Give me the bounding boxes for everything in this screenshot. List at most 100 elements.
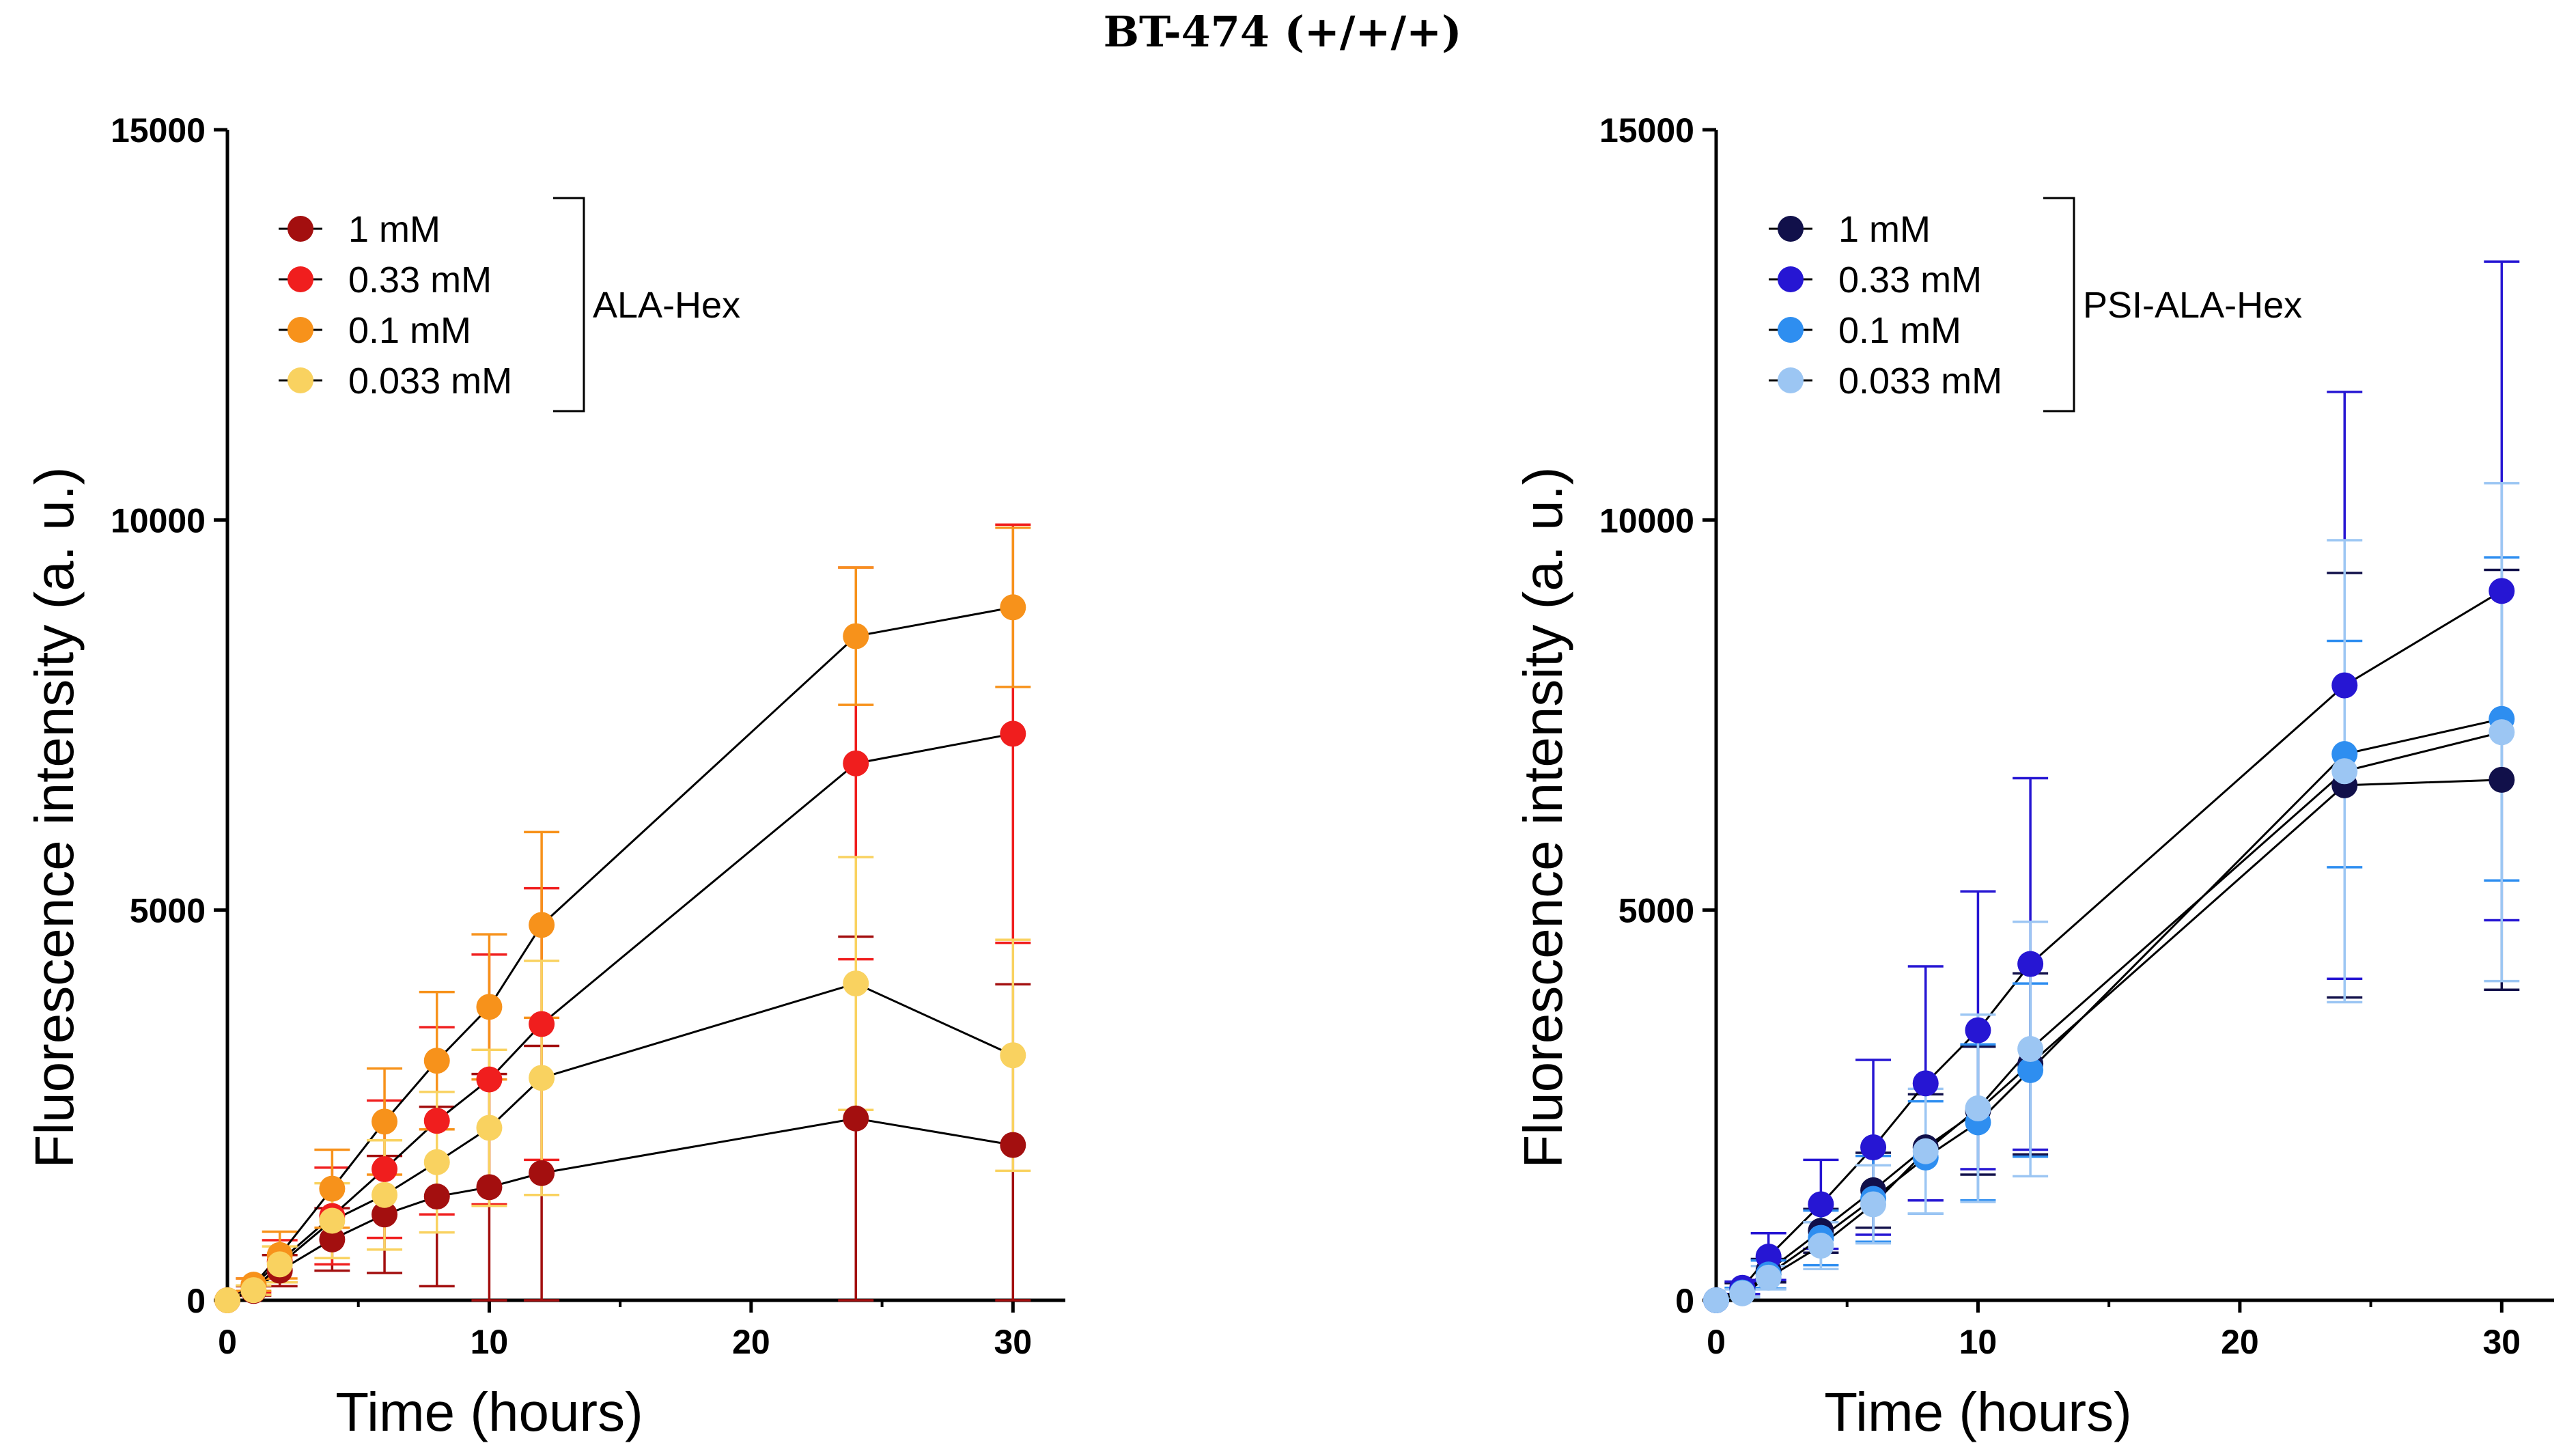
data-point <box>1000 1042 1026 1069</box>
data-point <box>1000 1132 1026 1158</box>
y-tick-label: 5000 <box>130 892 206 930</box>
series-line <box>227 982 1013 1302</box>
series-1 <box>1715 568 2520 1302</box>
data-point <box>2331 672 2358 699</box>
legend-marker <box>1778 367 1804 393</box>
series-1 <box>227 935 1031 1302</box>
data-point <box>372 1108 398 1135</box>
x-tick-label: 10 <box>1959 1323 1998 1361</box>
legend-marker <box>1778 266 1804 292</box>
data-point <box>2017 1036 2044 1063</box>
x-tick-label: 0 <box>1707 1323 1726 1361</box>
y-tick-label: 15000 <box>111 111 206 150</box>
data-point <box>2489 719 2515 746</box>
figure-title: BT-474 (+/+/+) <box>1103 7 1462 57</box>
series-4-markers <box>1703 719 2515 1313</box>
data-point <box>529 1065 555 1091</box>
series-3 <box>1715 556 2520 1302</box>
legend: 1 mM 0.33 mM 0.1 mM 0.033 mM ALA-Hex <box>279 197 740 412</box>
data-point <box>1703 1287 1729 1313</box>
legend-bracket <box>2043 197 2075 412</box>
x-axis-label: Time (hours) <box>335 1382 643 1442</box>
legend-marker <box>288 317 313 343</box>
y-tick-label: 5000 <box>1618 892 1694 930</box>
data-point <box>2017 951 2044 977</box>
legend-marker <box>288 266 313 292</box>
series-4 <box>1715 481 2520 1302</box>
data-point <box>319 1226 346 1252</box>
data-point <box>372 1156 398 1183</box>
y-axis-label: Fluorescence intensity (a. u.) <box>24 466 85 1168</box>
y-tick-label: 0 <box>1675 1282 1694 1320</box>
legend-label: 1 mM <box>1838 209 1931 250</box>
series-2 <box>1715 260 2520 1302</box>
legend-group-label: ALA-Hex <box>593 285 740 326</box>
series-4-markers <box>214 970 1026 1313</box>
series-2-markers <box>1703 578 2515 1313</box>
x-tick-label: 30 <box>994 1323 1033 1361</box>
series-line <box>227 606 1013 1302</box>
chart-panel-2: 0 10 20 30 0 5000 10000 15000 Time (hours) Fluore… <box>1513 111 2554 1442</box>
y-tick-label: 0 <box>186 1282 206 1320</box>
legend-label: 1 mM <box>348 209 440 250</box>
x-tick-label: 20 <box>732 1323 770 1361</box>
data-point <box>1729 1280 1756 1306</box>
data-point <box>2489 766 2515 793</box>
x-tick-label: 10 <box>471 1323 509 1361</box>
data-point <box>843 623 869 649</box>
data-point <box>1965 1095 1991 1121</box>
series-line <box>227 1117 1013 1302</box>
data-point <box>214 1287 240 1313</box>
data-point <box>372 1181 398 1208</box>
data-point <box>1000 720 1026 747</box>
data-point <box>319 1175 346 1202</box>
legend-label: 0.1 mM <box>348 310 471 351</box>
data-point <box>843 1105 869 1132</box>
data-point <box>476 994 503 1020</box>
data-point <box>529 912 555 938</box>
data-point <box>476 1066 503 1093</box>
data-point <box>1808 1233 1834 1259</box>
data-point <box>1860 1191 1887 1218</box>
x-tick-label: 20 <box>2221 1323 2259 1361</box>
data-point <box>476 1115 503 1141</box>
series-line <box>1715 718 2502 1302</box>
data-point <box>1912 1070 1939 1097</box>
data-point <box>423 1184 450 1210</box>
series-line <box>227 732 1013 1302</box>
legend-marker <box>1778 216 1804 242</box>
data-point <box>529 1160 555 1186</box>
data-point <box>240 1277 267 1304</box>
legend-label: 0.033 mM <box>1838 361 2002 402</box>
y-tick-label: 15000 <box>1599 111 1694 150</box>
legend-marker <box>1778 317 1804 343</box>
legend-label: 0.33 mM <box>348 260 492 300</box>
data-point <box>1808 1191 1834 1218</box>
data-point <box>1755 1244 1782 1270</box>
x-tick-label: 30 <box>2483 1323 2521 1361</box>
legend-label: 0.1 mM <box>1838 310 1961 351</box>
x-tick-label: 0 <box>218 1323 237 1361</box>
y-axis-label: Fluorescence intensity (a. u.) <box>1513 466 1573 1168</box>
legend-bracket <box>553 197 585 412</box>
data-point <box>1912 1138 1939 1164</box>
series-line <box>1715 731 2502 1302</box>
chart-panel-1: 0 10 20 30 0 5000 10000 15000 Time (hours) Fluore… <box>24 111 1065 1442</box>
data-point <box>1965 1017 1991 1044</box>
y-tick-label: 10000 <box>111 501 206 540</box>
legend-label: 0.033 mM <box>348 361 512 402</box>
legend-label: 0.33 mM <box>1838 260 1982 300</box>
data-point <box>319 1207 346 1234</box>
data-point <box>266 1251 293 1278</box>
legend-group-label: PSI-ALA-Hex <box>2083 285 2302 326</box>
data-point <box>2331 758 2358 785</box>
legend-marker <box>288 367 313 393</box>
data-point <box>423 1048 450 1074</box>
data-point <box>372 1201 398 1228</box>
data-point <box>1000 594 1026 621</box>
data-point <box>423 1149 450 1175</box>
legend: 1 mM 0.33 mM 0.1 mM 0.033 mM PSI-ALA-Hex <box>1769 197 2302 412</box>
data-point <box>1755 1264 1782 1291</box>
legend-marker <box>288 216 313 242</box>
